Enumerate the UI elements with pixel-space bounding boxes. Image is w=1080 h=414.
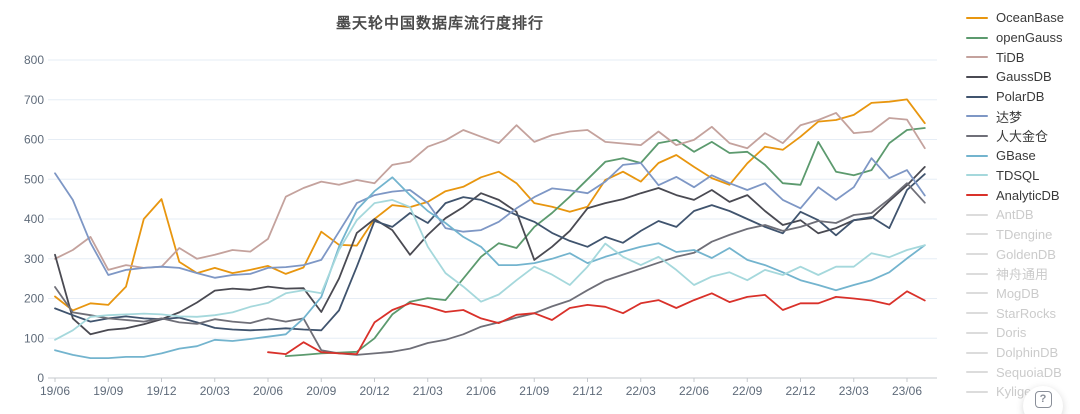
question-icon: ? (1034, 391, 1052, 408)
x-axis-label: 22/12 (785, 384, 815, 398)
x-axis-label: 22/09 (732, 384, 762, 398)
help-button[interactable]: ? (1023, 386, 1063, 414)
legend-label: 人大金仓 (996, 129, 1049, 145)
x-axis-label: 20/06 (253, 384, 283, 398)
legend-swatch-icon (966, 272, 988, 275)
legend-label: GBase (996, 148, 1036, 164)
x-axis-label: 20/09 (306, 384, 336, 398)
legend-label: DolphinDB (996, 345, 1059, 361)
legend-item-DolphinDB[interactable]: DolphinDB (966, 343, 1080, 363)
legend-swatch-icon (966, 213, 988, 216)
y-axis-label: 0 (37, 371, 44, 385)
legend-item-AntDB[interactable]: AntDB (966, 205, 1080, 225)
series-line-GaussDB (54, 165, 926, 336)
legend-swatch-icon (966, 233, 988, 236)
series-line-openGauss (284, 127, 926, 358)
y-axis-label: 300 (24, 252, 44, 266)
legend-label: AntDB (996, 207, 1034, 223)
legend-item-MogDB[interactable]: MogDB (966, 284, 1080, 304)
legend-label: 达梦 (996, 109, 1023, 125)
series-line-OceanBase (54, 98, 926, 312)
legend-swatch-icon (966, 174, 988, 177)
series-line-TiDB (54, 112, 926, 271)
legend-label: openGauss (996, 30, 1063, 46)
y-axis-label: 600 (24, 133, 44, 147)
legend-item-人大金仓[interactable]: 人大金仓 (966, 126, 1080, 146)
chart-title: 墨天轮中国数据库流行度排行 (335, 15, 544, 32)
legend-label: TiDB (996, 49, 1025, 65)
legend-swatch-icon (966, 331, 988, 334)
legend-item-TiDB[interactable]: TiDB (966, 47, 1080, 67)
legend-item-StarRocks[interactable]: StarRocks (966, 303, 1080, 323)
legend-item-AnalyticDB[interactable]: AnalyticDB (966, 185, 1080, 205)
series-line-TDSQL (54, 198, 926, 341)
legend-swatch-icon (966, 36, 988, 39)
x-axis-label: 21/12 (572, 384, 602, 398)
legend-label: Doris (996, 325, 1027, 341)
legend-item-openGauss[interactable]: openGauss (966, 28, 1080, 48)
legend-item-GBase[interactable]: GBase (966, 146, 1080, 166)
legend-label: AnalyticDB (996, 187, 1060, 203)
series-line-人大金仓 (54, 182, 926, 356)
legend-swatch-icon (966, 115, 988, 118)
legend-label: GoldenDB (996, 246, 1056, 262)
series-line-达梦 (54, 157, 926, 279)
legend-item-达梦[interactable]: 达梦 (966, 106, 1080, 126)
legend-swatch-icon (966, 292, 988, 295)
series-line-GBase (54, 176, 926, 360)
legend-label: PolarDB (996, 89, 1045, 105)
x-axis-label: 21/03 (413, 384, 443, 398)
x-axis-label: 22/03 (626, 384, 656, 398)
legend-swatch-icon (966, 253, 988, 256)
legend-label: MogDB (996, 285, 1040, 301)
legend-label: StarRocks (996, 305, 1056, 321)
x-axis-label: 20/12 (359, 384, 389, 398)
y-axis-label: 100 (24, 331, 44, 345)
x-axis-label: 21/06 (466, 384, 496, 398)
legend-label: TDengine (996, 226, 1053, 242)
legend-swatch-icon (966, 390, 988, 393)
legend-label: GaussDB (996, 69, 1052, 85)
legend-swatch-icon (966, 134, 988, 137)
x-axis-label: 19/09 (93, 384, 123, 398)
legend-item-TDengine[interactable]: TDengine (966, 225, 1080, 245)
line-chart: 0 100 200 300 400 500 600 700 800 19/06 19/09 19/12… (24, 53, 937, 398)
legend-item-GoldenDB[interactable]: GoldenDB (966, 244, 1080, 264)
x-axis-label: 19/06 (40, 384, 70, 398)
legend-swatch-icon (966, 75, 988, 78)
legend-label: SequoiaDB (996, 364, 1062, 380)
legend-swatch-icon (966, 371, 988, 374)
legend-swatch-icon (966, 194, 988, 197)
x-axis-label: 23/03 (839, 384, 869, 398)
legend-swatch-icon (966, 351, 988, 354)
chart-legend: OceanBase openGauss TiDB GaussDB PolarDB 达梦人大… (966, 8, 1080, 402)
legend-swatch-icon (966, 16, 988, 19)
legend-swatch-icon (966, 56, 988, 59)
y-axis-label: 200 (24, 292, 44, 306)
legend-item-Doris[interactable]: Doris (966, 323, 1080, 343)
legend-item-GaussDB[interactable]: GaussDB (966, 67, 1080, 87)
y-axis-label: 800 (24, 53, 44, 67)
legend-item-PolarDB[interactable]: PolarDB (966, 87, 1080, 107)
x-axis-label: 21/09 (519, 384, 549, 398)
legend-item-OceanBase[interactable]: OceanBase (966, 8, 1080, 28)
legend-label: 神舟通用 (996, 267, 1049, 283)
legend-item-神舟通用[interactable]: 神舟通用 (966, 264, 1080, 284)
y-axis-label: 400 (24, 212, 44, 226)
legend-item-SequoiaDB[interactable]: SequoiaDB (966, 362, 1080, 382)
x-axis-label: 19/12 (146, 384, 176, 398)
x-axis-label: 23/06 (892, 384, 922, 398)
series-line-AnalyticDB (267, 290, 926, 356)
y-axis-label: 700 (24, 93, 44, 107)
legend-swatch-icon (966, 154, 988, 157)
x-axis-label: 20/03 (200, 384, 230, 398)
legend-label: OceanBase (996, 10, 1064, 26)
y-axis-label: 500 (24, 172, 44, 186)
legend-swatch-icon (966, 312, 988, 315)
legend-item-TDSQL[interactable]: TDSQL (966, 166, 1080, 186)
legend-swatch-icon (966, 95, 988, 98)
legend-label: TDSQL (996, 167, 1040, 183)
x-axis-label: 22/06 (679, 384, 709, 398)
